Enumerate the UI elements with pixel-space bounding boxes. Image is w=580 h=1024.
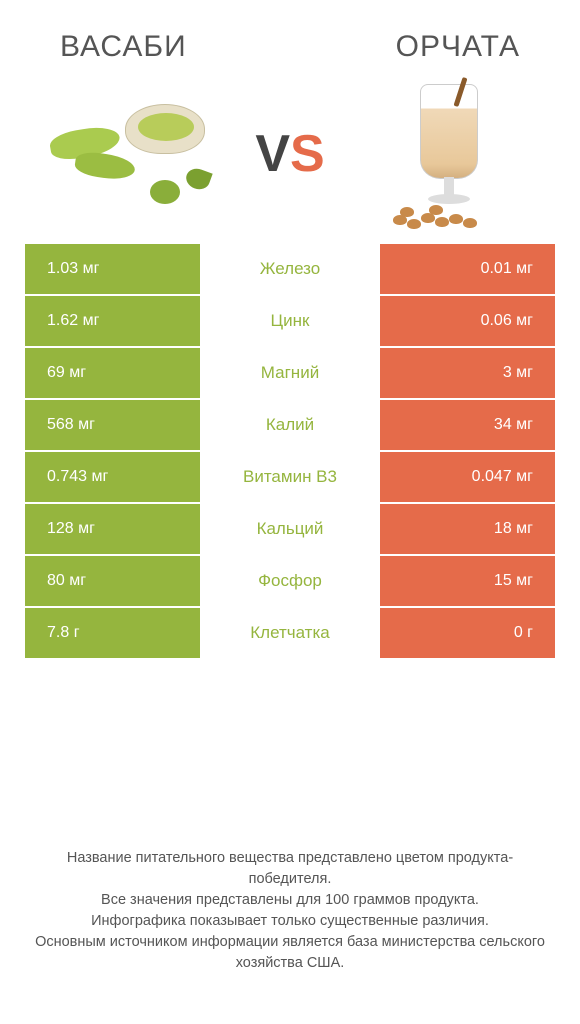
header: ВАСАБИ ОРЧАТА xyxy=(0,0,580,74)
right-value-cell: 0 г xyxy=(380,608,555,658)
table-row: 1.03 мгЖелезо0.01 мг xyxy=(25,244,555,294)
nutrient-label: Цинк xyxy=(200,296,380,346)
footer-line: Инфографика показывает только существенн… xyxy=(30,911,550,932)
footer-note: Название питательного вещества представл… xyxy=(0,848,580,974)
right-value-cell: 3 мг xyxy=(380,348,555,398)
left-value-cell: 128 мг xyxy=(25,504,200,554)
footer-line: Основным источником информации является … xyxy=(30,932,550,974)
right-value-cell: 0.047 мг xyxy=(380,452,555,502)
left-value-cell: 1.62 мг xyxy=(25,296,200,346)
vs-s: S xyxy=(290,124,325,184)
right-value-cell: 15 мг xyxy=(380,556,555,606)
left-value-cell: 7.8 г xyxy=(25,608,200,658)
left-value-cell: 568 мг xyxy=(25,400,200,450)
comparison-table: 1.03 мгЖелезо0.01 мг1.62 мгЦинк0.06 мг69… xyxy=(0,244,580,658)
nutrient-label: Витамин B3 xyxy=(200,452,380,502)
left-value-cell: 80 мг xyxy=(25,556,200,606)
table-row: 80 мгФосфор15 мг xyxy=(25,556,555,606)
left-product-image xyxy=(40,84,220,224)
table-row: 0.743 мгВитамин B30.047 мг xyxy=(25,452,555,502)
nutrient-label: Калий xyxy=(200,400,380,450)
footer-line: Все значения представлены для 100 граммо… xyxy=(30,890,550,911)
nutrient-label: Фосфор xyxy=(200,556,380,606)
left-value-cell: 1.03 мг xyxy=(25,244,200,294)
right-value-cell: 18 мг xyxy=(380,504,555,554)
right-value-cell: 34 мг xyxy=(380,400,555,450)
right-value-cell: 0.01 мг xyxy=(380,244,555,294)
vs-label: VS xyxy=(255,124,324,184)
left-value-cell: 69 мг xyxy=(25,348,200,398)
nutrient-label: Кальций xyxy=(200,504,380,554)
table-row: 69 мгМагний3 мг xyxy=(25,348,555,398)
vs-v: V xyxy=(255,124,290,184)
images-row: VS xyxy=(0,74,580,244)
right-product-title: ОРЧАТА xyxy=(396,30,520,64)
left-value-cell: 0.743 мг xyxy=(25,452,200,502)
table-row: 1.62 мгЦинк0.06 мг xyxy=(25,296,555,346)
right-product-image xyxy=(360,84,540,224)
table-row: 568 мгКалий34 мг xyxy=(25,400,555,450)
nutrient-label: Магний xyxy=(200,348,380,398)
nutrient-label: Клетчатка xyxy=(200,608,380,658)
table-row: 128 мгКальций18 мг xyxy=(25,504,555,554)
left-product-title: ВАСАБИ xyxy=(60,30,187,64)
right-value-cell: 0.06 мг xyxy=(380,296,555,346)
nutrient-label: Железо xyxy=(200,244,380,294)
footer-line: Название питательного вещества представл… xyxy=(30,848,550,890)
table-row: 7.8 гКлетчатка0 г xyxy=(25,608,555,658)
